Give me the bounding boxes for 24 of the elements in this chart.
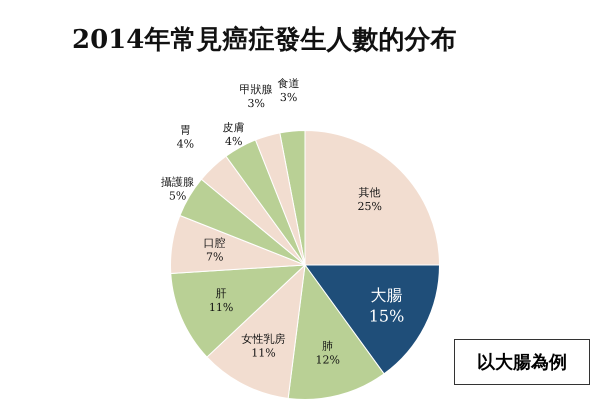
slice-label: 女性乳房 [241,332,286,346]
slice-label: 甲狀腺 [240,82,273,96]
data-label: 3% [280,90,298,104]
chart-title: 2014年常見癌症發生人數的分布 [72,24,456,57]
slice-label: 食道 [278,76,300,90]
slice-label: 口腔 [204,236,226,250]
slice-label: 胃 [180,123,191,136]
data-label: 4% [225,135,242,148]
data-label: 15% [368,306,404,326]
data-label: 5% [168,190,186,203]
data-label: 11% [208,301,234,314]
data-label: 7% [206,250,224,264]
slice-label: 大腸 [370,286,402,305]
data-label: 4% [176,137,194,150]
data-label: 11% [251,346,276,360]
data-label: 3% [247,96,265,110]
slice-label: 其他 [358,186,381,200]
text: 以大腸為例 [454,339,590,385]
slice-label: 攝護腺 [161,176,194,189]
data-label: 25% [357,200,382,214]
slice-label: 肝 [216,287,227,300]
data-label: 12% [316,353,340,366]
slice-label: 皮膚 [222,121,245,134]
slice-label: 肺 [322,339,334,352]
